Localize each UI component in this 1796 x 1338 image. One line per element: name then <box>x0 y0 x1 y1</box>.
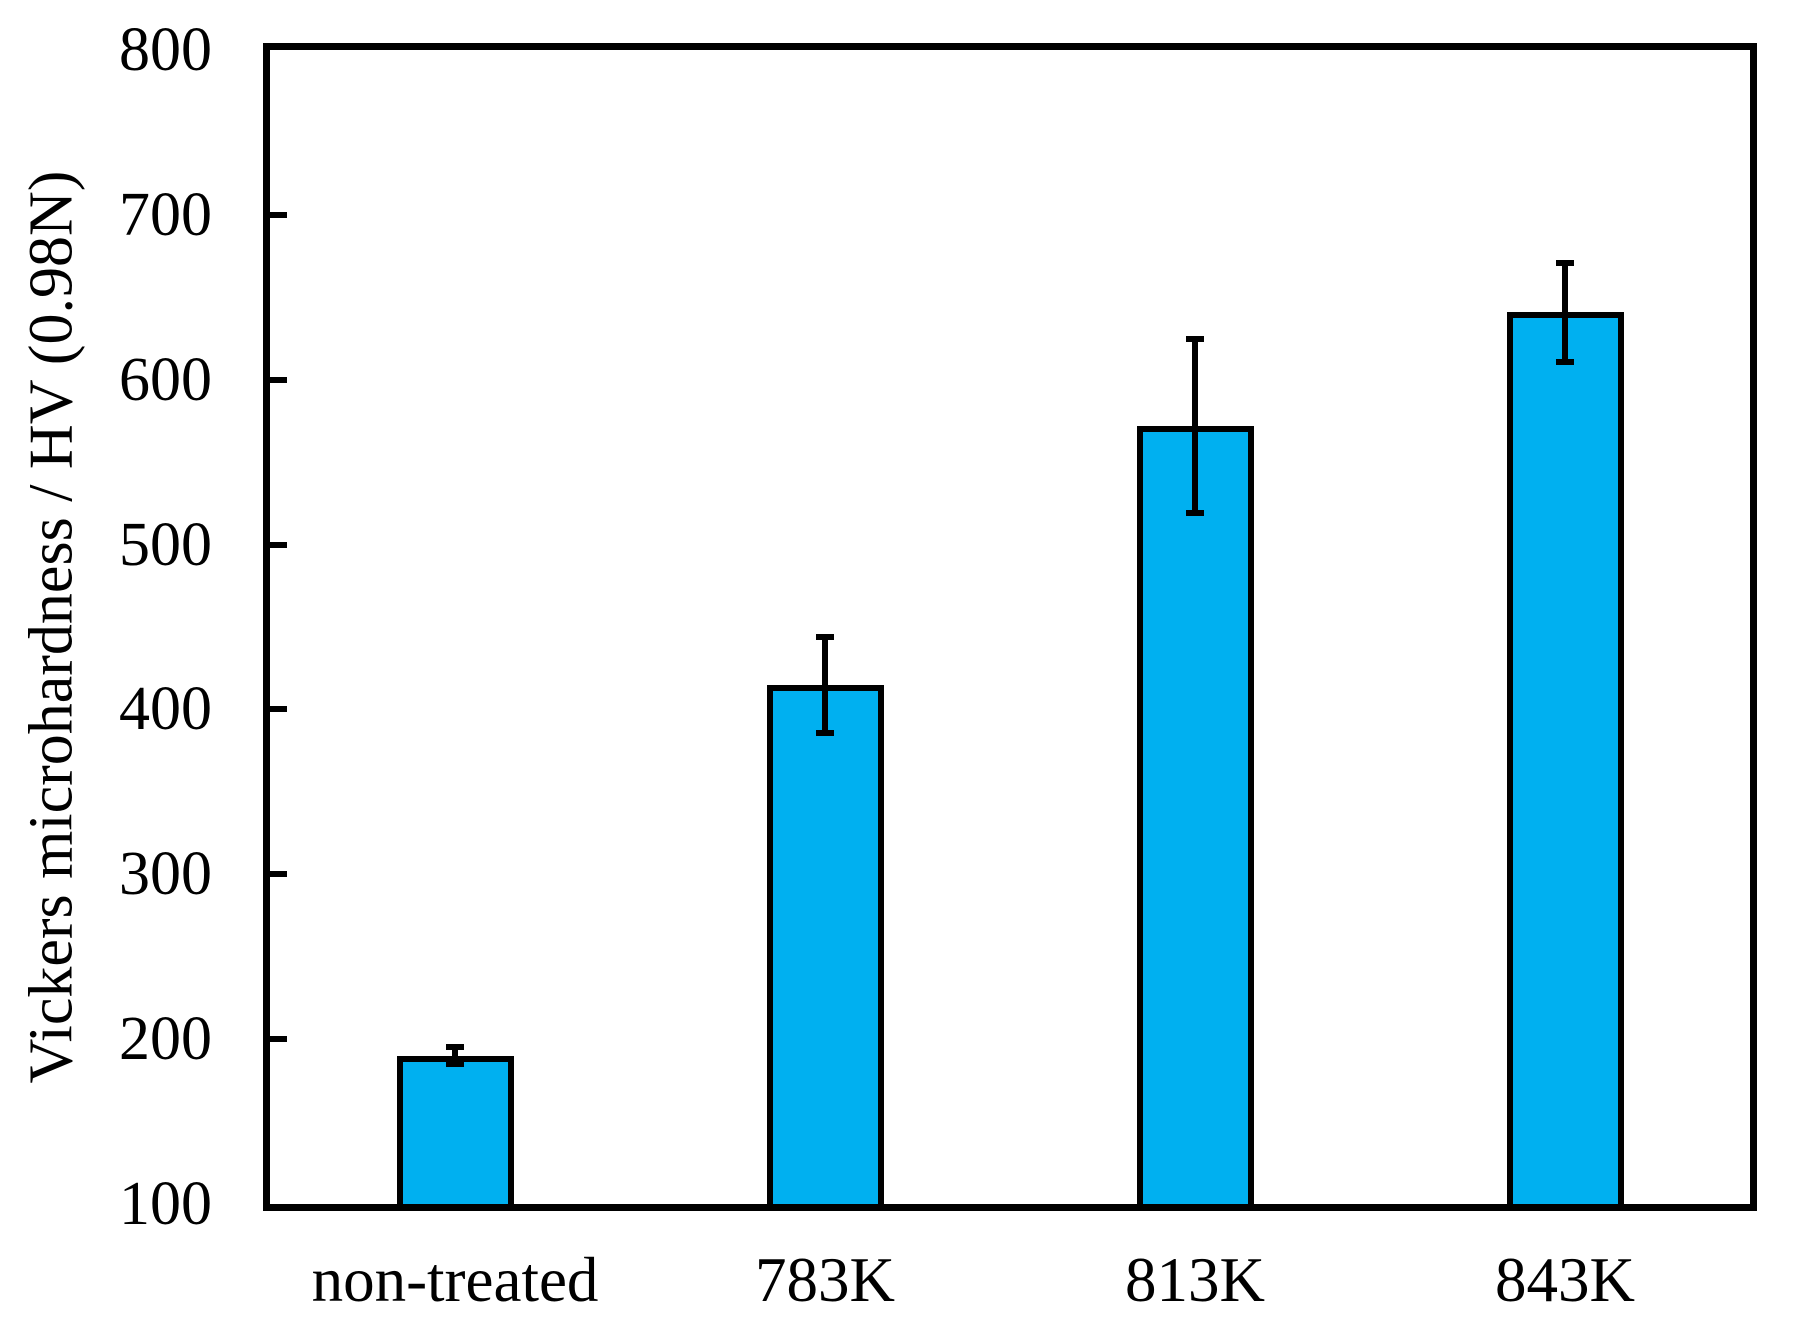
y-tick-mark <box>270 1036 287 1043</box>
y-axis-tick-labels: 100 200 300 400 500 600 700 800 <box>0 16 212 1238</box>
bar-non-treated <box>396 1055 514 1204</box>
error-bar-line-813k <box>1192 338 1198 514</box>
error-bar-cap-top-843k <box>1556 259 1574 266</box>
y-tick-mark <box>270 376 287 383</box>
error-bar-cap-top-813k <box>1186 335 1204 342</box>
bar-843k <box>1506 312 1624 1204</box>
error-bar-line-783k <box>822 636 828 733</box>
x-axis-tick-labels: non-treated 783K 813K 843K <box>270 1225 1750 1335</box>
y-tick-label: 200 <box>119 1005 212 1074</box>
y-tick-label: 800 <box>119 16 212 84</box>
y-tick-mark <box>270 541 287 548</box>
y-tick-label: 100 <box>119 1170 212 1238</box>
x-tick-label-non-treated: non-treated <box>311 1245 599 1315</box>
y-tick-label: 300 <box>119 840 212 909</box>
plot-area <box>270 50 1750 1204</box>
y-tick-label: 500 <box>119 510 212 579</box>
y-tick-label: 700 <box>119 180 212 249</box>
plot-frame <box>263 43 1757 1211</box>
y-tick-mark <box>270 706 287 713</box>
error-bar-cap-bottom-non-treated <box>446 1060 464 1067</box>
x-tick-label-813k: 813K <box>1125 1245 1265 1315</box>
error-bar-line-non-treated <box>452 1047 458 1064</box>
error-bar-cap-top-non-treated <box>446 1044 464 1051</box>
y-tick-label: 600 <box>119 345 212 414</box>
y-tick-mark <box>270 871 287 878</box>
bar-783k <box>766 684 884 1204</box>
error-bar-cap-bottom-813k <box>1186 510 1204 517</box>
bar-813k <box>1136 425 1254 1204</box>
error-bar-cap-bottom-843k <box>1556 358 1574 365</box>
y-tick-label: 400 <box>119 675 212 744</box>
error-bar-line-843k <box>1562 262 1568 362</box>
x-tick-label-783k: 783K <box>755 1245 895 1315</box>
x-tick-label-843k: 843K <box>1495 1245 1635 1315</box>
error-bar-cap-bottom-783k <box>816 729 834 736</box>
error-bar-cap-top-783k <box>816 633 834 640</box>
y-tick-mark <box>270 211 287 218</box>
